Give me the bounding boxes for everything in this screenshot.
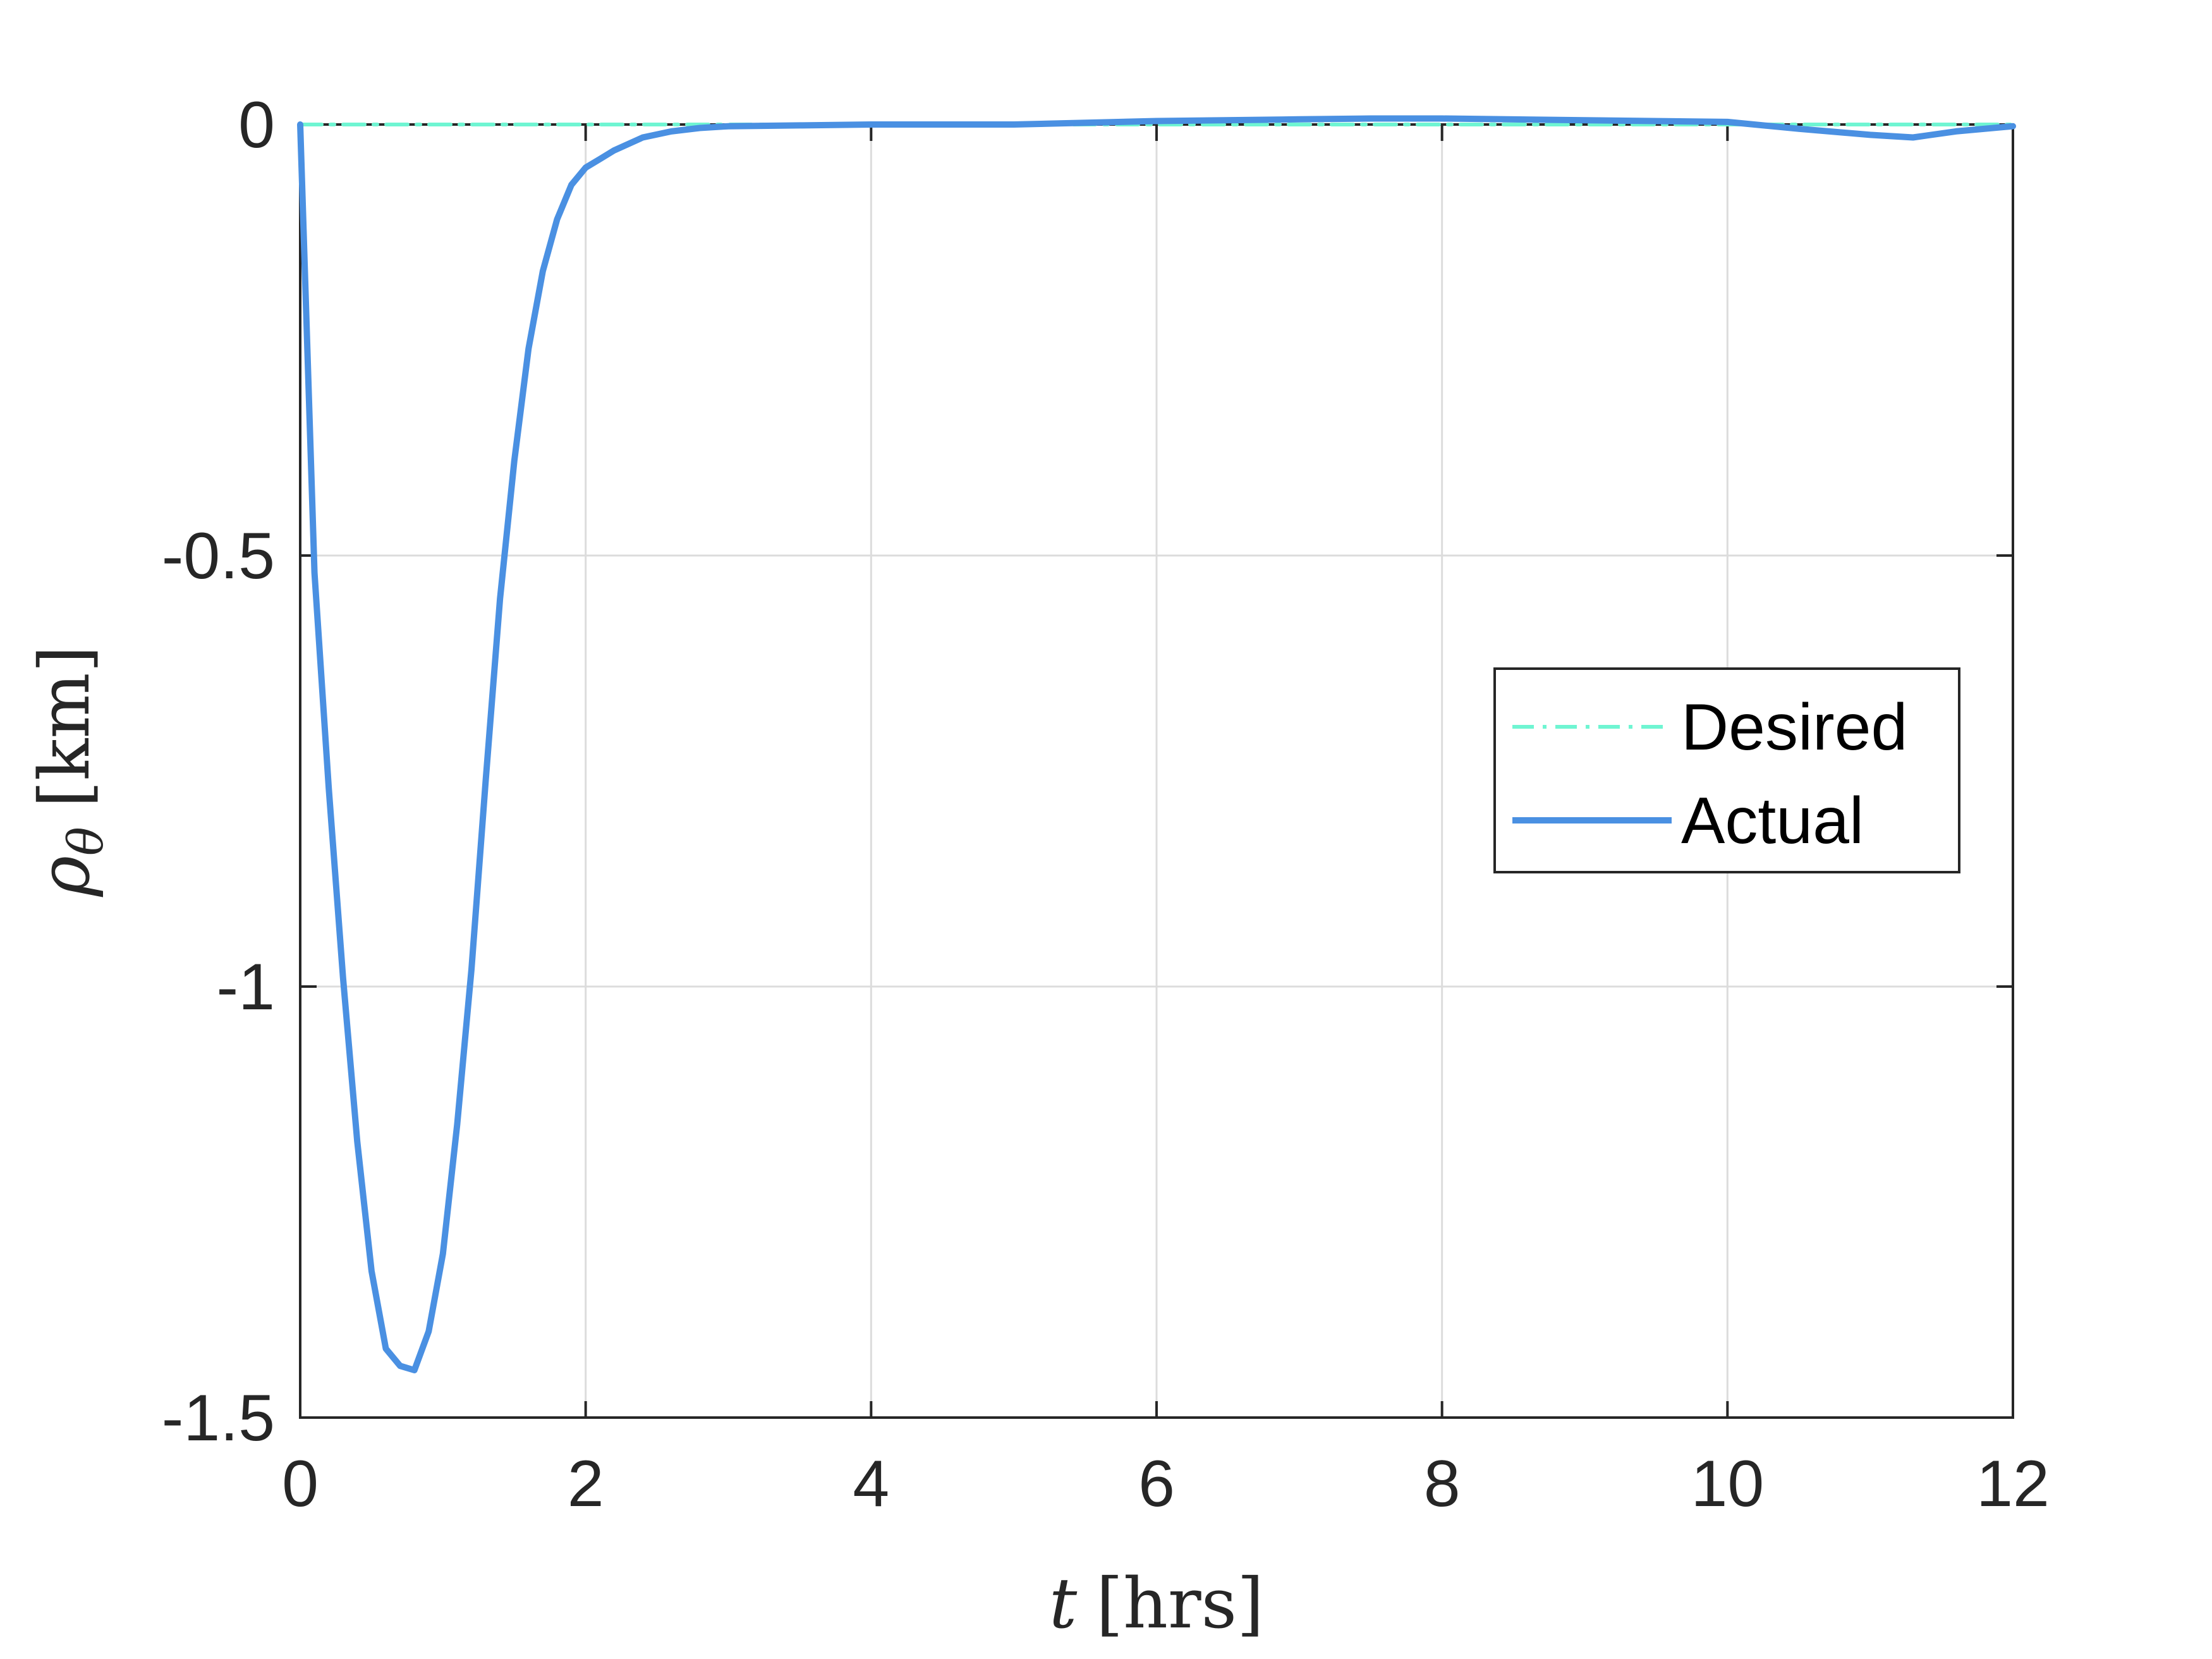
- legend-label-desired: Desired: [1681, 691, 1907, 764]
- x-tick-label: 10: [1691, 1447, 1764, 1521]
- y-tick-label: 0: [238, 88, 275, 162]
- x-tick-label: 4: [853, 1447, 889, 1521]
- x-tick-label: 2: [568, 1447, 604, 1521]
- y-tick-label: -1.5: [162, 1382, 275, 1455]
- series-line-actual: [297, 115, 2016, 1373]
- axis-ticks: 0 2 4 6 8 10 12 0 -0.5 -1 -1.5: [162, 88, 2050, 1521]
- x-tick-label: 12: [1976, 1447, 2050, 1521]
- y-tick-label: -1: [217, 951, 275, 1024]
- x-tick-label: 0: [282, 1447, 319, 1521]
- y-axis-label: ρθ[km]: [24, 645, 114, 897]
- legend-box: [1493, 667, 1960, 873]
- y-tick-label: -0.5: [162, 520, 275, 593]
- legend-label-actual: Actual: [1681, 784, 1864, 858]
- legend: Desired Actual: [1493, 667, 1960, 873]
- x-axis-label: t [hrs]: [1049, 1563, 1264, 1644]
- series-layer: [297, 115, 2016, 1373]
- x-tick-label: 8: [1424, 1447, 1461, 1521]
- x-tick-label: 6: [1138, 1447, 1175, 1521]
